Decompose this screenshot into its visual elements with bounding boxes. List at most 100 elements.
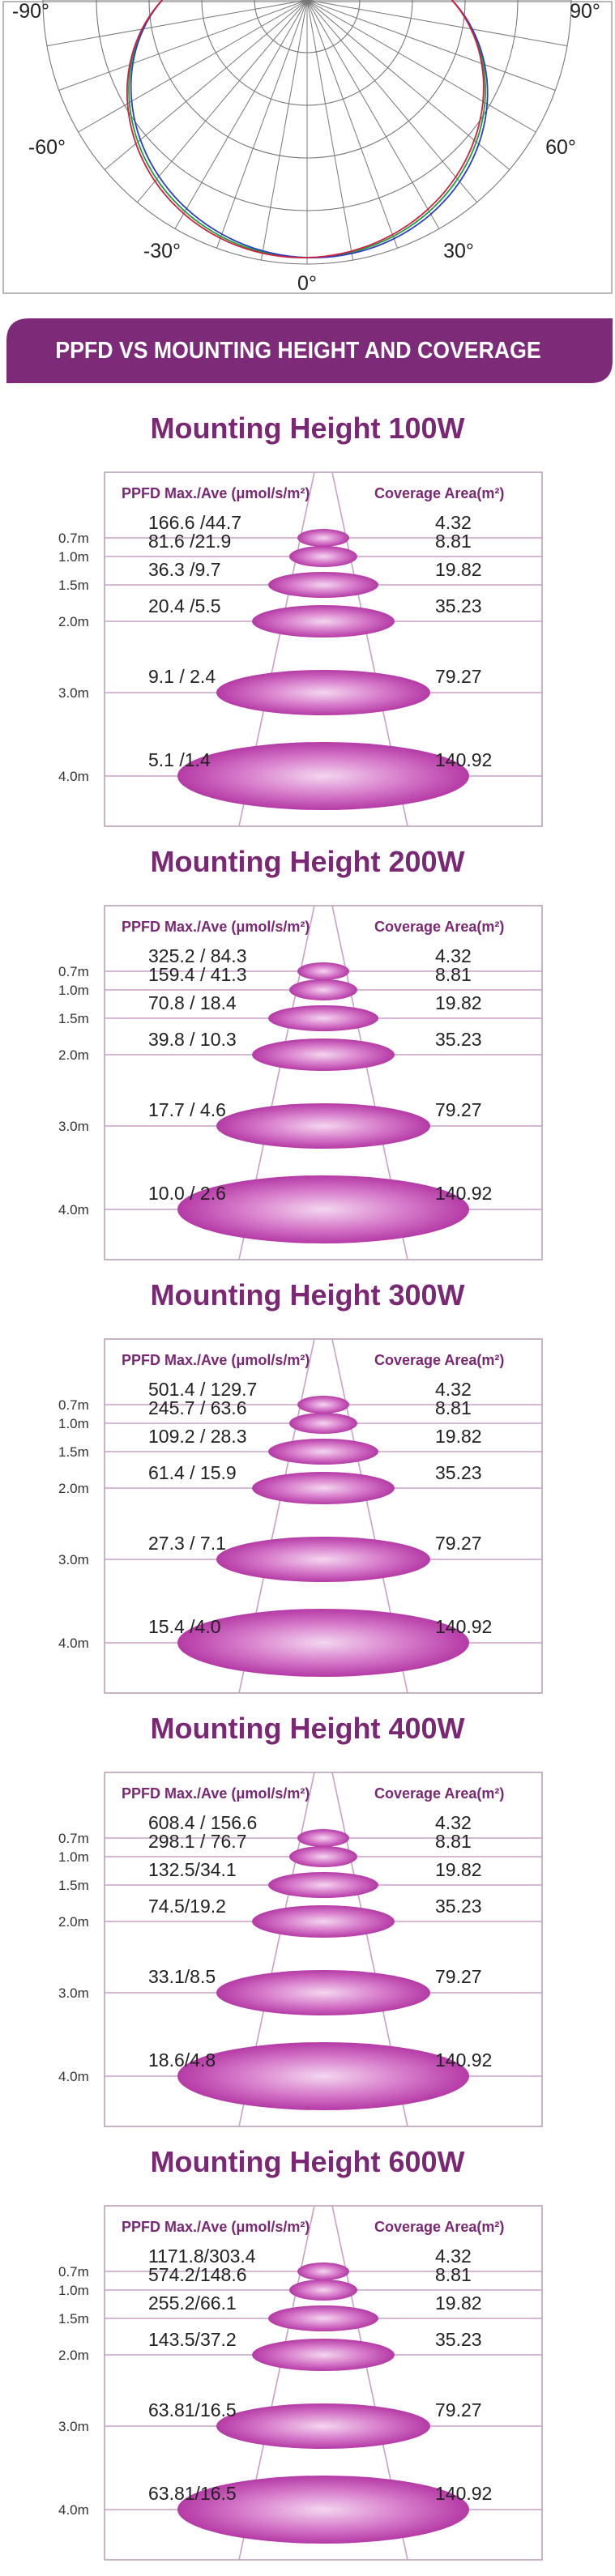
coverage-value: 19.82 <box>435 2292 482 2314</box>
ppfd-column-header: PPFD Max./Ave (μmol/s/m²) <box>122 485 310 501</box>
coverage-ellipse <box>268 1439 378 1465</box>
coverage-value: 79.27 <box>435 2399 482 2420</box>
height-label: 3.0m <box>58 1119 89 1134</box>
coverage-diagram: PPFD Max./Ave (μmol/s/m²) Coverage Area(m… <box>58 2205 543 2561</box>
coverage-diagram: PPFD Max./Ave (μmol/s/m²) Coverage Area(m… <box>58 1338 543 1694</box>
ppfd-value: 63.81/16.5 <box>148 2483 237 2504</box>
coverage-column-header: Coverage Area(m²) <box>374 1785 504 1802</box>
coverage-ellipse <box>268 2305 378 2331</box>
ppfd-value: 574.2/148.6 <box>148 2264 247 2285</box>
coverage-ellipse <box>177 1609 469 1677</box>
section-banner: PPFD VS MOUNTING HEIGHT AND COVERAGE ARE… <box>6 318 613 429</box>
ppfd-value: 501.4 / 129.7 <box>148 1379 257 1400</box>
polar-angle-label: 0° <box>297 272 317 295</box>
coverage-value: 140.92 <box>435 1183 492 1204</box>
coverage-value: 8.81 <box>435 2264 472 2285</box>
ppfd-value: 33.1/8.5 <box>148 1966 216 1987</box>
ppfd-value: 39.8 / 10.3 <box>148 1029 237 1050</box>
coverage-value: 4.32 <box>435 1379 472 1400</box>
coverage-ellipse <box>289 1846 357 1867</box>
ppfd-value: 159.4 / 41.3 <box>148 964 247 985</box>
ppfd-value: 15.4 /4.0 <box>148 1616 221 1637</box>
polar-angle-label: -60° <box>28 136 66 159</box>
coverage-ellipse <box>177 1175 469 1243</box>
ppfd-value: 74.5/19.2 <box>148 1896 226 1917</box>
ppfd-value: 1171.8/303.4 <box>148 2245 256 2267</box>
coverage-value: 4.32 <box>435 2245 472 2267</box>
polar-angle-label: 60° <box>545 136 576 159</box>
polar-radial <box>306 0 440 229</box>
polar-radial <box>306 0 477 203</box>
polar-radial <box>174 0 308 229</box>
ppfd-column-header: PPFD Max./Ave (μmol/s/m²) <box>122 919 310 935</box>
ppfd-value: 325.2 / 84.3 <box>148 945 247 966</box>
height-label: 1.5m <box>58 2311 89 2327</box>
coverage-column-header: Coverage Area(m²) <box>374 2219 504 2235</box>
height-label: 4.0m <box>58 1636 89 1651</box>
coverage-column-header: Coverage Area(m²) <box>374 919 504 935</box>
coverage-value: 79.27 <box>435 1533 482 1554</box>
polar-radial <box>306 0 398 249</box>
height-label: 3.0m <box>58 2419 89 2434</box>
height-label: 2.0m <box>58 1914 89 1930</box>
ppfd-value: 255.2/66.1 <box>148 2292 237 2314</box>
ppfd-value: 17.7 / 4.6 <box>148 1099 226 1120</box>
ppfd-value: 143.5/37.2 <box>148 2329 237 2350</box>
polar-radial <box>306 0 568 47</box>
table-frame <box>104 1772 543 2127</box>
coverage-ellipse <box>297 529 349 547</box>
banner-title: PPFD VS MOUNTING HEIGHT AND COVERAGE ARE… <box>55 338 541 429</box>
height-label: 4.0m <box>58 2069 89 2084</box>
polar-radial <box>58 0 308 91</box>
table-frame <box>104 905 543 1260</box>
polar-angle-label: 90° <box>570 0 600 23</box>
section-title: Mounting Height 100W <box>150 412 465 445</box>
coverage-ellipse <box>297 1396 349 1414</box>
ppfd-value: 63.81/16.5 <box>148 2399 237 2420</box>
distribution-curve <box>126 0 485 258</box>
coverage-value: 8.81 <box>435 964 472 985</box>
coverage-value: 35.23 <box>435 1896 482 1917</box>
coverage-value: 140.92 <box>435 749 492 770</box>
ppfd-value: 132.5/34.1 <box>148 1859 237 1880</box>
coverage-value: 4.32 <box>435 512 472 533</box>
height-label: 1.0m <box>58 1849 89 1865</box>
ppfd-column-header: PPFD Max./Ave (μmol/s/m²) <box>122 2219 310 2235</box>
ppfd-value: 10.0 / 2.6 <box>148 1183 226 1204</box>
coverage-ellipse <box>252 1039 395 1071</box>
coverage-value: 140.92 <box>435 2483 492 2504</box>
coverage-ellipse <box>289 546 357 567</box>
polar-distribution-chart: -90° 90° -60° 60° -30° 30° 0° <box>0 0 615 301</box>
coverage-value: 79.27 <box>435 1099 482 1120</box>
coverage-value: 8.81 <box>435 1397 472 1418</box>
height-label: 3.0m <box>58 1985 89 2001</box>
coverage-value: 19.82 <box>435 992 482 1013</box>
height-label: 1.5m <box>58 1011 89 1026</box>
coverage-diagram: PPFD Max./Ave (μmol/s/m²) Coverage Area(m… <box>58 905 543 1260</box>
height-label: 1.0m <box>58 549 89 565</box>
coverage-ellipse <box>216 1537 430 1582</box>
banner-shape <box>6 318 613 383</box>
coverage-value: 19.82 <box>435 559 482 580</box>
coverage-ellipse <box>216 1103 430 1149</box>
height-label: 1.0m <box>58 1416 89 1431</box>
coverage-value: 35.23 <box>435 2329 482 2350</box>
coverage-column-header: Coverage Area(m²) <box>374 1352 504 1368</box>
coverage-value: 4.32 <box>435 945 472 966</box>
coverage-ellipse <box>297 2263 349 2280</box>
ppfd-column-header: PPFD Max./Ave (μmol/s/m²) <box>122 1785 310 1802</box>
section-title: Mounting Height 200W <box>150 845 465 878</box>
coverage-ellipse <box>268 1005 378 1031</box>
coverage-ellipse <box>177 742 469 810</box>
coverage-value: 35.23 <box>435 595 482 616</box>
height-label: 4.0m <box>58 2502 89 2518</box>
section-title: Mounting Height 600W <box>150 2145 465 2178</box>
height-label: 4.0m <box>58 1202 89 1218</box>
height-label: 3.0m <box>58 685 89 701</box>
coverage-ellipse <box>216 1970 430 2015</box>
height-label: 1.0m <box>58 2283 89 2298</box>
coverage-value: 140.92 <box>435 1616 492 1637</box>
polar-radial <box>137 0 308 203</box>
height-label: 1.5m <box>58 578 89 593</box>
coverage-ellipse <box>268 572 378 598</box>
